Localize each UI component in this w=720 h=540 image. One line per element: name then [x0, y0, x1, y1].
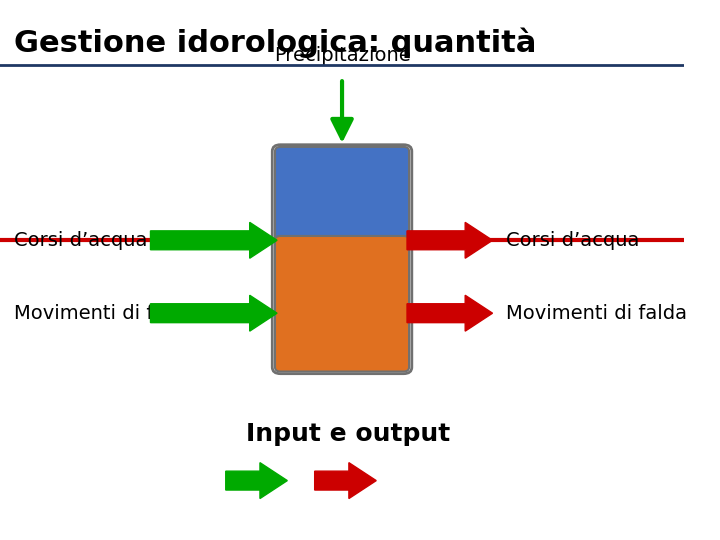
FancyArrow shape — [315, 463, 377, 498]
FancyArrow shape — [407, 222, 492, 258]
Text: Corsi d’acqua: Corsi d’acqua — [506, 231, 639, 250]
Text: Movimenti di falda: Movimenti di falda — [506, 303, 687, 323]
FancyArrow shape — [150, 222, 277, 258]
FancyArrow shape — [150, 295, 277, 331]
FancyBboxPatch shape — [275, 147, 409, 245]
Text: Gestione idorologica: quantità: Gestione idorologica: quantità — [14, 27, 536, 57]
Text: Precipitazione: Precipitazione — [274, 46, 410, 65]
FancyArrow shape — [407, 295, 492, 331]
Text: Input e output: Input e output — [246, 422, 451, 446]
FancyArrow shape — [226, 463, 287, 498]
FancyBboxPatch shape — [275, 236, 409, 372]
Text: Corsi d’acqua: Corsi d’acqua — [14, 231, 147, 250]
Text: Movimenti di falda: Movimenti di falda — [14, 303, 194, 323]
